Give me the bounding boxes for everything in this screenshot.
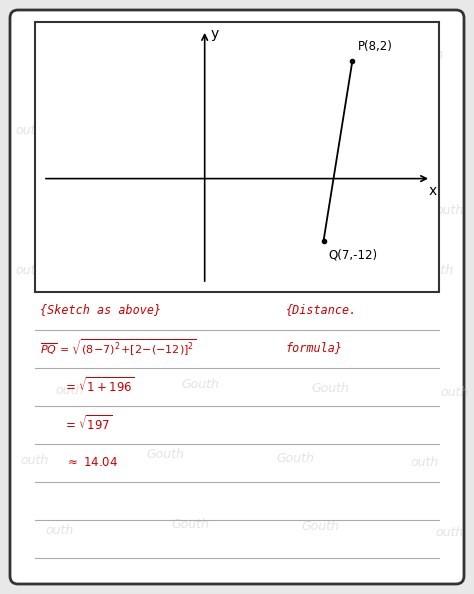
Text: Gouth: Gouth: [276, 451, 314, 465]
Text: outh: outh: [406, 118, 434, 131]
Text: outh: outh: [46, 523, 74, 536]
Text: outh: outh: [56, 384, 84, 397]
Text: Gouth: Gouth: [181, 188, 219, 201]
Text: Gouth: Gouth: [271, 109, 309, 122]
Text: $\approx$ 14.04: $\approx$ 14.04: [65, 456, 118, 469]
Text: Gouth: Gouth: [131, 113, 169, 127]
Bar: [35, 22, 439, 292]
Text: = $\sqrt{1+196}$: = $\sqrt{1+196}$: [65, 377, 135, 396]
Text: Gouth: Gouth: [311, 39, 349, 52]
Text: {Sketch as above}: {Sketch as above}: [40, 304, 161, 317]
Text: P(8,2): P(8,2): [357, 40, 392, 53]
FancyBboxPatch shape: [10, 10, 464, 584]
Text: Gouth: Gouth: [146, 448, 184, 462]
Text: x: x: [429, 184, 437, 198]
Text: outh: outh: [436, 204, 464, 216]
Text: = $\sqrt{197}$: = $\sqrt{197}$: [65, 415, 113, 434]
Text: {Distance.: {Distance.: [285, 304, 357, 317]
Text: outh: outh: [411, 456, 439, 469]
Text: outh: outh: [441, 387, 469, 400]
Text: Q(7,-12): Q(7,-12): [328, 248, 378, 261]
Text: y: y: [210, 27, 219, 41]
Text: Gouth: Gouth: [161, 33, 199, 46]
Text: outh: outh: [16, 124, 44, 137]
Text: Gouth: Gouth: [321, 194, 359, 207]
Text: outh: outh: [41, 49, 69, 62]
Text: outh: outh: [51, 198, 79, 211]
Text: outh: outh: [436, 526, 464, 539]
Text: Gouth: Gouth: [181, 378, 219, 391]
Text: Gouth: Gouth: [311, 381, 349, 394]
Text: outh: outh: [426, 264, 454, 276]
Text: $\overline{PQ}$ = $\sqrt{(8\!-\!7)^2\!+\![2\!-\!(-12)]^2}$: $\overline{PQ}$ = $\sqrt{(8\!-\!7)^2\!+\…: [40, 338, 196, 358]
Text: outh: outh: [416, 49, 444, 62]
Text: Gouth: Gouth: [141, 254, 179, 267]
Text: outh: outh: [21, 453, 49, 466]
Text: outh: outh: [16, 264, 44, 276]
Text: Gouth: Gouth: [281, 258, 319, 271]
Text: formula}: formula}: [285, 342, 343, 355]
Text: Gouth: Gouth: [301, 520, 339, 533]
Text: Gouth: Gouth: [171, 519, 209, 532]
